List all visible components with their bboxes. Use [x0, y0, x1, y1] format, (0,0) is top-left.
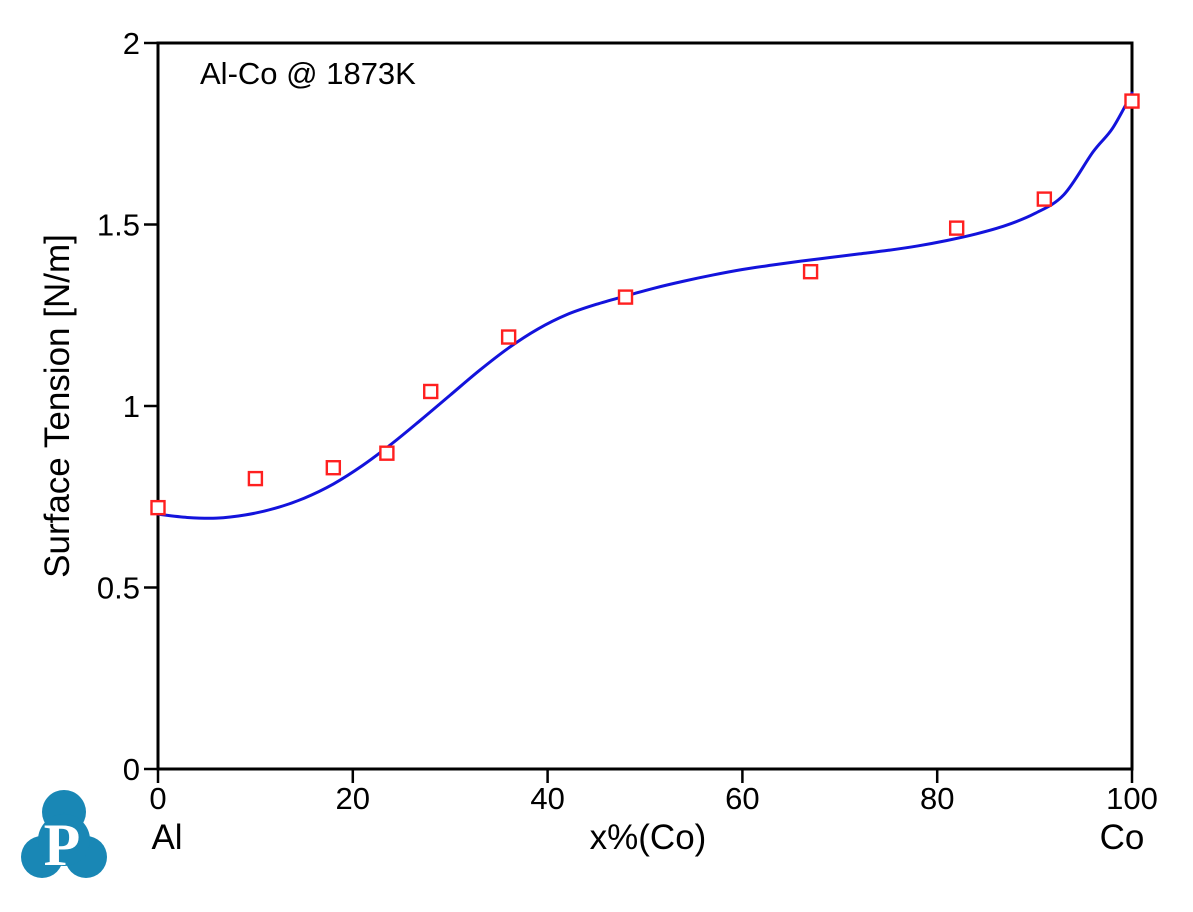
chart-annotation: Al-Co @ 1873K: [200, 56, 416, 91]
data-point-marker: [423, 383, 439, 400]
x-tick-label: 40: [530, 781, 564, 816]
y-tick-label: 1.5: [97, 208, 140, 243]
x-axis-title: x%(Co): [589, 818, 707, 857]
data-point-marker: [802, 263, 819, 280]
software-logo: P: [21, 790, 107, 878]
y-tick-label: 0: [123, 752, 140, 787]
x-axis-left-endpoint-label: Al: [151, 818, 183, 857]
x-tick-label: 0: [149, 781, 166, 816]
data-point-marker: [1124, 93, 1140, 109]
logo-cloud-lobe: [38, 814, 90, 866]
data-point-marker: [379, 445, 395, 461]
x-tick-label: 80: [920, 781, 954, 816]
data-point-marker: [325, 460, 342, 476]
x-tick-label: 20: [336, 781, 370, 816]
y-tick-label: 1: [123, 389, 140, 424]
plot-frame: [156, 41, 1134, 771]
data-point-marker: [617, 289, 634, 305]
logo-letter: P: [44, 812, 81, 878]
x-tick-label: 100: [1106, 781, 1158, 816]
y-axis-title: Surface Tension [N/m]: [38, 234, 77, 578]
data-point-marker: [948, 220, 965, 236]
data-point-marker: [150, 499, 166, 516]
data-point-marker: [247, 470, 264, 487]
x-axis-right-endpoint-label: Co: [1099, 818, 1145, 857]
x-tick-label: 60: [725, 781, 759, 816]
data-point-marker: [500, 329, 517, 345]
y-tick-label: 0.5: [97, 571, 140, 606]
surface-tension-curve: [156, 91, 1134, 520]
y-tick-label: 2: [123, 26, 140, 61]
logo-cloud-shape: [21, 790, 107, 878]
data-point-marker: [1036, 191, 1053, 207]
